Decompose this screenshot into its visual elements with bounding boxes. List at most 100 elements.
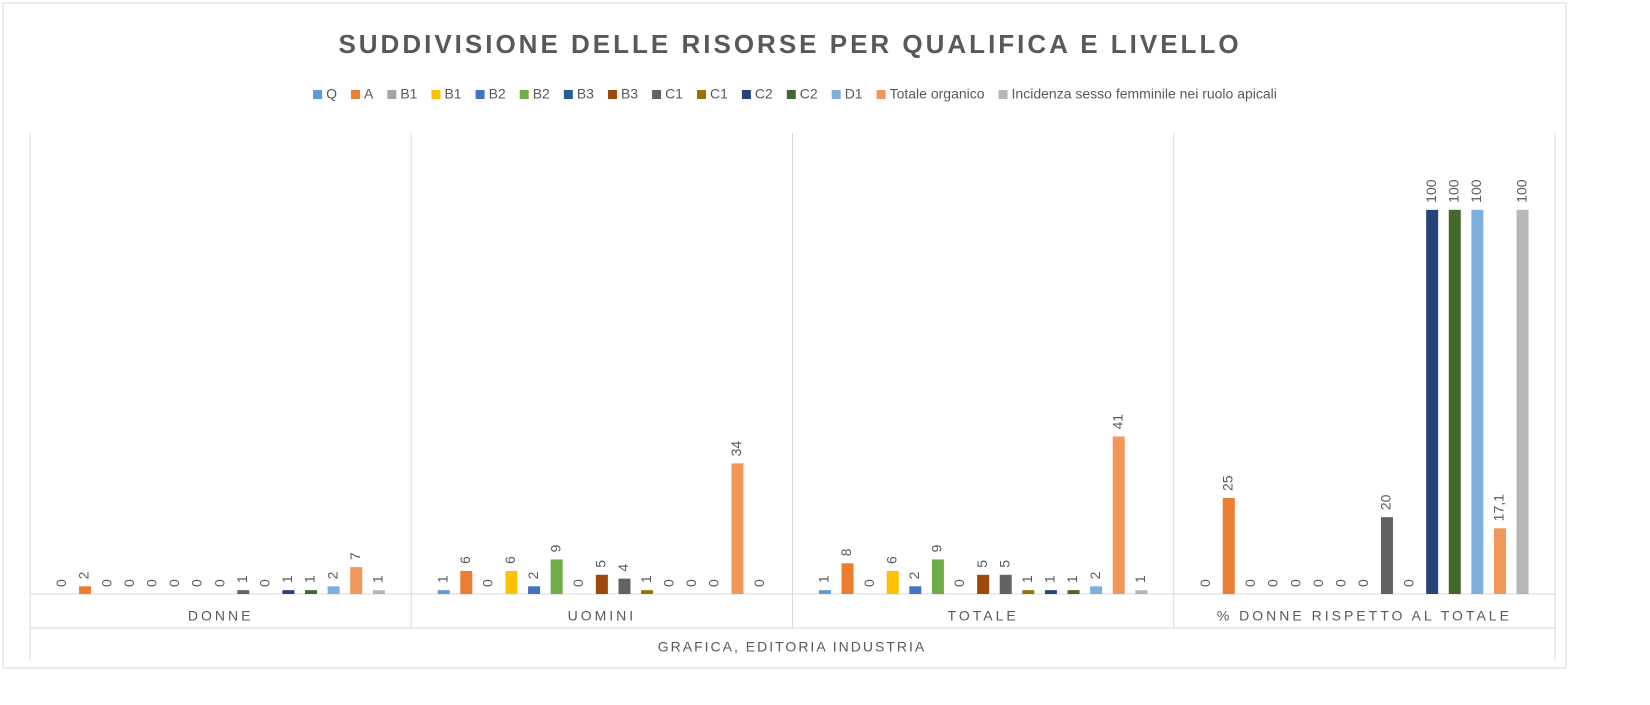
data-label: 9 xyxy=(547,544,563,552)
data-label: 2 xyxy=(76,571,92,579)
data-label: 20 xyxy=(1378,494,1394,510)
data-label: 0 xyxy=(480,579,496,587)
data-label: 0 xyxy=(211,579,227,587)
data-label: 6 xyxy=(457,556,473,564)
data-label: 8 xyxy=(838,548,854,556)
data-label: 1 xyxy=(1019,575,1035,583)
bar xyxy=(618,578,631,594)
bar xyxy=(237,590,250,594)
bar xyxy=(1516,209,1529,595)
data-label: 0 xyxy=(1310,579,1326,587)
bar xyxy=(1380,517,1393,594)
chart-title: SUDDIVISIONE DELLE RISORSE PER QUALIFICA… xyxy=(338,29,1241,59)
bar xyxy=(886,570,899,594)
legend-label: C2 xyxy=(800,86,818,102)
data-label: 0 xyxy=(189,579,205,587)
data-label: 0 xyxy=(751,579,767,587)
bar xyxy=(305,590,318,594)
data-label: 1 xyxy=(816,575,832,583)
data-label: 0 xyxy=(1332,579,1348,587)
data-label: 0 xyxy=(53,579,69,587)
x-tick-label: UOMINI xyxy=(568,608,637,624)
data-label: 0 xyxy=(1265,579,1281,587)
legend-swatch xyxy=(786,90,796,99)
bar xyxy=(505,570,518,594)
bar xyxy=(999,574,1012,594)
bar xyxy=(460,570,473,594)
data-label: 100 xyxy=(1513,179,1529,203)
data-label: 2 xyxy=(1087,571,1103,579)
data-label: 100 xyxy=(1445,179,1461,203)
data-label: 0 xyxy=(121,579,137,587)
legend-swatch xyxy=(998,90,1008,99)
bar xyxy=(1112,436,1125,594)
data-label: 0 xyxy=(98,579,114,587)
bar xyxy=(372,590,385,594)
legend-swatch xyxy=(876,90,886,99)
data-label: 1 xyxy=(302,575,318,583)
legend-swatch xyxy=(475,90,485,99)
data-label: 0 xyxy=(1287,579,1303,587)
data-label: 17,1 xyxy=(1491,494,1507,521)
legend-label: A xyxy=(364,86,374,102)
legend-swatch xyxy=(387,90,397,99)
bar xyxy=(1471,209,1484,595)
data-label: 100 xyxy=(1468,179,1484,203)
data-label: 25 xyxy=(1219,475,1235,491)
legend-swatch xyxy=(519,90,529,99)
bar xyxy=(1135,590,1148,594)
data-label: 5 xyxy=(593,560,609,568)
bar xyxy=(1426,209,1439,595)
bar xyxy=(1022,590,1035,594)
data-label: 1 xyxy=(1132,575,1148,583)
data-label: 2 xyxy=(525,571,541,579)
bar xyxy=(1222,497,1235,594)
bar xyxy=(731,463,744,594)
data-label: 0 xyxy=(1242,579,1258,587)
data-label: 34 xyxy=(728,441,744,457)
data-label: 1 xyxy=(1042,575,1058,583)
chart-border xyxy=(2,2,1567,669)
bar xyxy=(595,574,608,594)
data-label: 5 xyxy=(996,560,1012,568)
legend-label: B2 xyxy=(533,86,550,102)
bar xyxy=(1067,590,1080,594)
legend-label: Totale organico xyxy=(890,86,985,102)
legend-swatch xyxy=(831,90,841,99)
legend-swatch xyxy=(607,90,617,99)
data-label: 9 xyxy=(929,544,945,552)
data-label: 2 xyxy=(906,571,922,579)
data-label: 41 xyxy=(1109,414,1125,430)
data-label: 5 xyxy=(974,560,990,568)
data-label: 0 xyxy=(706,579,722,587)
legend-label: B1 xyxy=(444,86,461,102)
data-label: 0 xyxy=(683,579,699,587)
legend-swatch xyxy=(431,90,441,99)
bar xyxy=(641,590,654,594)
bar xyxy=(841,563,854,594)
bar xyxy=(550,559,563,594)
data-label: 0 xyxy=(1355,579,1371,587)
data-label: 4 xyxy=(615,564,631,572)
bar xyxy=(1448,209,1461,595)
data-label: 0 xyxy=(570,579,586,587)
bar xyxy=(1044,590,1057,594)
bar xyxy=(1090,586,1103,594)
legend-swatch xyxy=(563,90,573,99)
data-label: 0 xyxy=(257,579,273,587)
data-label: 0 xyxy=(660,579,676,587)
x-axis-title: GRAFICA, EDITORIA INDUSTRIA xyxy=(658,639,926,655)
bar xyxy=(282,590,295,594)
legend-swatch xyxy=(741,90,751,99)
legend-label: B3 xyxy=(621,86,638,102)
data-label: 1 xyxy=(638,575,654,583)
legend-label: C1 xyxy=(665,86,683,102)
legend-label: Incidenza sesso femminile nei ruolo apic… xyxy=(1012,86,1277,102)
data-label: 0 xyxy=(1197,579,1213,587)
data-label: 6 xyxy=(502,556,518,564)
data-label: 1 xyxy=(234,575,250,583)
bar xyxy=(437,590,450,594)
x-tick-label: TOTALE xyxy=(948,608,1019,624)
legend-label: B2 xyxy=(489,86,506,102)
